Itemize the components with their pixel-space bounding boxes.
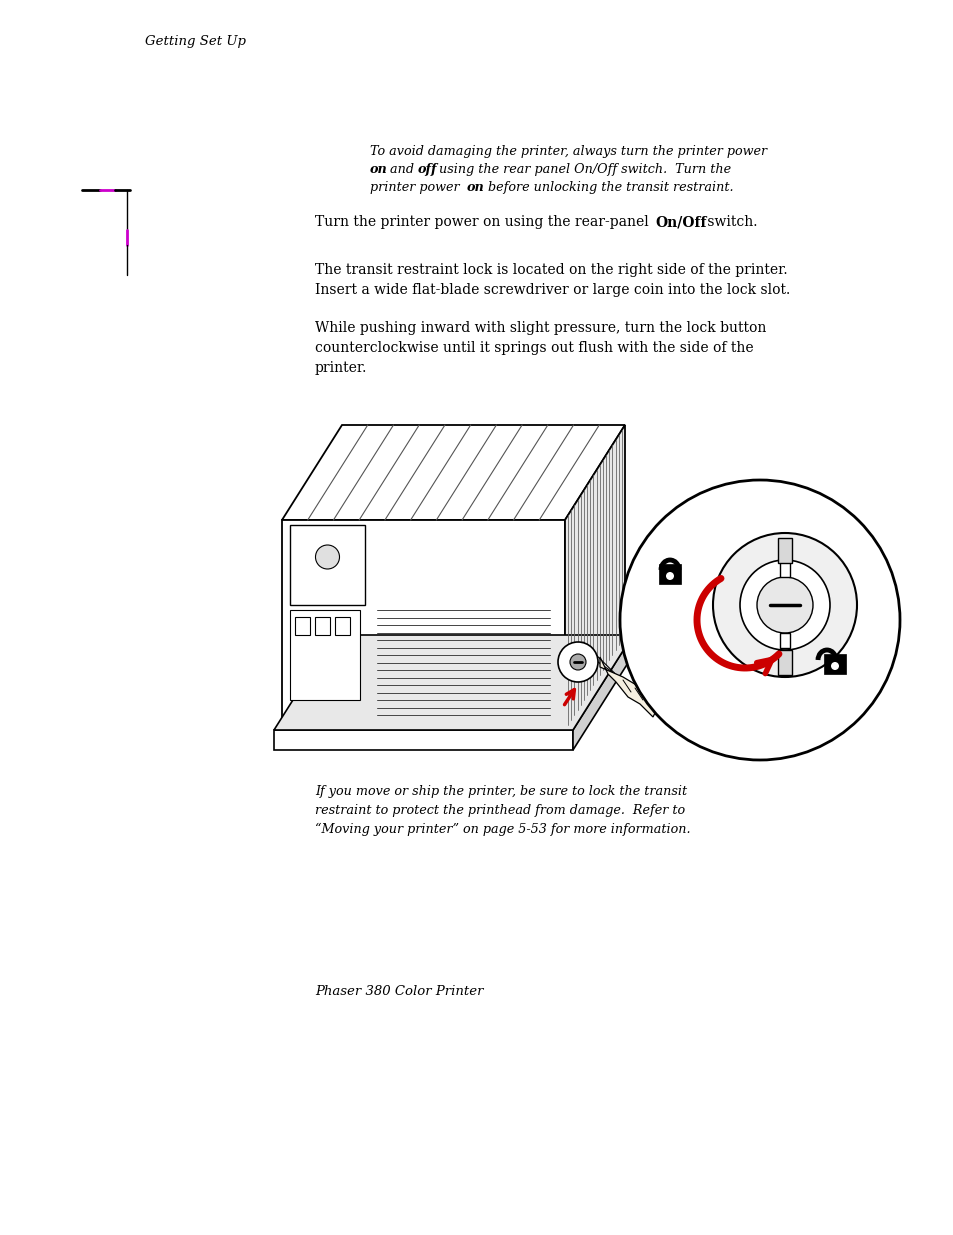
Circle shape: [569, 655, 585, 671]
FancyBboxPatch shape: [778, 538, 791, 563]
Text: switch.: switch.: [702, 215, 757, 228]
FancyBboxPatch shape: [314, 618, 330, 635]
FancyBboxPatch shape: [659, 564, 680, 584]
FancyBboxPatch shape: [778, 650, 791, 676]
Circle shape: [830, 662, 838, 671]
FancyBboxPatch shape: [780, 562, 789, 577]
Polygon shape: [599, 657, 658, 718]
Text: If you move or ship the printer, be sure to lock the transit
restraint to protec: If you move or ship the printer, be sure…: [314, 785, 690, 836]
Circle shape: [619, 480, 899, 760]
Text: on: on: [370, 163, 387, 177]
Polygon shape: [282, 520, 564, 730]
Text: While pushing inward with slight pressure, turn the lock button
counterclockwise: While pushing inward with slight pressur…: [314, 321, 765, 375]
Text: Phaser 380 Color Printer: Phaser 380 Color Printer: [314, 986, 483, 998]
FancyBboxPatch shape: [335, 618, 350, 635]
FancyBboxPatch shape: [290, 525, 365, 605]
Text: Turn the printer power on using the rear-panel: Turn the printer power on using the rear…: [314, 215, 653, 228]
Text: Getting Set Up: Getting Set Up: [145, 35, 246, 48]
Polygon shape: [274, 635, 633, 730]
Circle shape: [757, 577, 812, 634]
FancyBboxPatch shape: [290, 610, 359, 700]
Polygon shape: [282, 425, 624, 520]
Circle shape: [665, 572, 673, 580]
Text: using the rear panel On/Off switch.  Turn the: using the rear panel On/Off switch. Turn…: [435, 163, 730, 177]
Polygon shape: [573, 635, 633, 750]
Text: on: on: [467, 182, 484, 194]
Text: printer power: printer power: [370, 182, 463, 194]
FancyBboxPatch shape: [294, 618, 310, 635]
Text: On/Off: On/Off: [655, 215, 706, 228]
Circle shape: [315, 545, 339, 569]
Circle shape: [558, 642, 598, 682]
Text: before unlocking the transit restraint.: before unlocking the transit restraint.: [483, 182, 733, 194]
Polygon shape: [564, 425, 624, 730]
Text: off: off: [417, 163, 437, 177]
FancyBboxPatch shape: [780, 634, 789, 648]
Text: and: and: [386, 163, 417, 177]
Circle shape: [712, 534, 856, 677]
FancyBboxPatch shape: [823, 655, 845, 674]
Text: To avoid damaging the printer, always turn the printer power: To avoid damaging the printer, always tu…: [370, 144, 766, 158]
Text: The transit restraint lock is located on the right side of the printer.
Insert a: The transit restraint lock is located on…: [314, 263, 789, 298]
Circle shape: [740, 559, 829, 650]
Polygon shape: [274, 730, 573, 750]
